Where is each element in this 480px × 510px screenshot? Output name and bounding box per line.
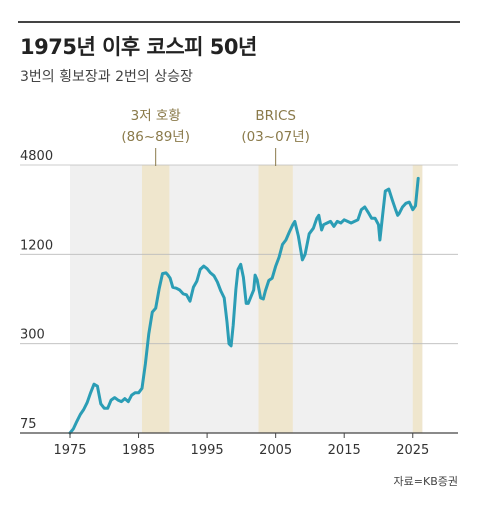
highlight-band-3 xyxy=(412,165,423,433)
x-tick-label-2005: 2005 xyxy=(259,443,292,458)
top-rule xyxy=(18,21,460,23)
chart-subtitle: 3번의 횡보장과 2번의 상승장 xyxy=(20,69,193,85)
x-tick-label-1995: 1995 xyxy=(191,443,224,458)
x-tick-label-1985: 1985 xyxy=(122,443,155,458)
x-tick-label-2025: 2025 xyxy=(396,443,429,458)
y-tick-label-75: 75 xyxy=(20,417,37,432)
y-tick-label-300: 300 xyxy=(20,328,45,343)
highlight-band-1 xyxy=(141,165,170,433)
kospi-series-line xyxy=(68,176,420,435)
chart-title: 1975년 이후 코스피 50년 xyxy=(20,35,257,59)
annotation-1-title: 3저 호황 xyxy=(131,108,181,124)
y-tick-label-1200: 1200 xyxy=(20,238,53,253)
annotation-1-period: (86~89년) xyxy=(121,129,190,145)
annotation-2-title: BRICS xyxy=(255,108,296,124)
annotation-2-period: (03~07년) xyxy=(241,129,310,145)
x-tick-label-1975: 1975 xyxy=(53,443,86,458)
x-tick-label-2015: 2015 xyxy=(328,443,361,458)
y-tick-label-4800: 4800 xyxy=(20,149,53,164)
source-note: 자료=KB증권 xyxy=(393,475,458,488)
